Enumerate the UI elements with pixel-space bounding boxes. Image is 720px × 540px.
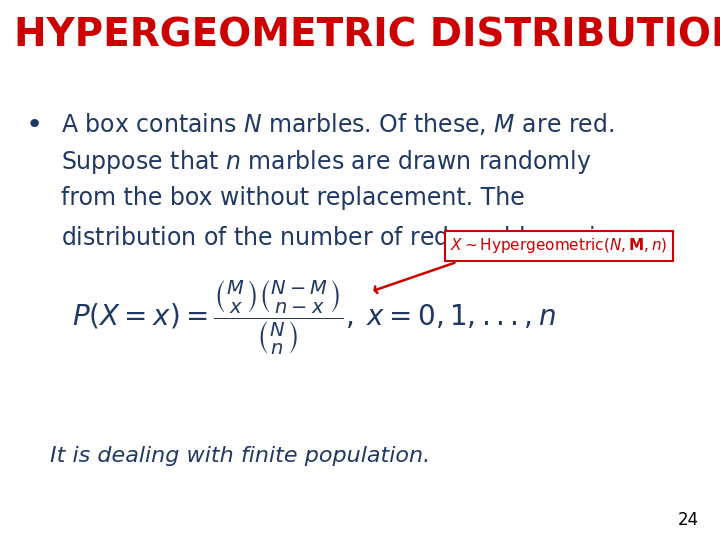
Text: A box contains $N$ marbles. Of these, $M$ are red.: A box contains $N$ marbles. Of these, $M… bbox=[61, 111, 614, 137]
Text: $P(X=x)=\dfrac{\binom{M}{x}\binom{N-M}{n-x}}{\binom{N}{n}},\; x=0,1,...,n$: $P(X=x)=\dfrac{\binom{M}{x}\binom{N-M}{n… bbox=[72, 278, 556, 357]
Text: $X{\sim}$Hypergeometric$(N,\mathbf{M},n)$: $X{\sim}$Hypergeometric$(N,\mathbf{M},n)… bbox=[450, 236, 667, 255]
Text: It is dealing with finite population.: It is dealing with finite population. bbox=[50, 446, 431, 465]
Text: HYPERGEOMETRIC DISTRIBUTION: HYPERGEOMETRIC DISTRIBUTION bbox=[14, 16, 720, 54]
Text: •: • bbox=[25, 111, 42, 139]
Text: Suppose that $n$ marbles are drawn randomly: Suppose that $n$ marbles are drawn rando… bbox=[61, 148, 592, 177]
Text: distribution of the number of red marbles, $x$ is: distribution of the number of red marble… bbox=[61, 224, 608, 250]
Text: 24: 24 bbox=[678, 511, 698, 529]
Text: from the box without replacement. The: from the box without replacement. The bbox=[61, 186, 525, 210]
